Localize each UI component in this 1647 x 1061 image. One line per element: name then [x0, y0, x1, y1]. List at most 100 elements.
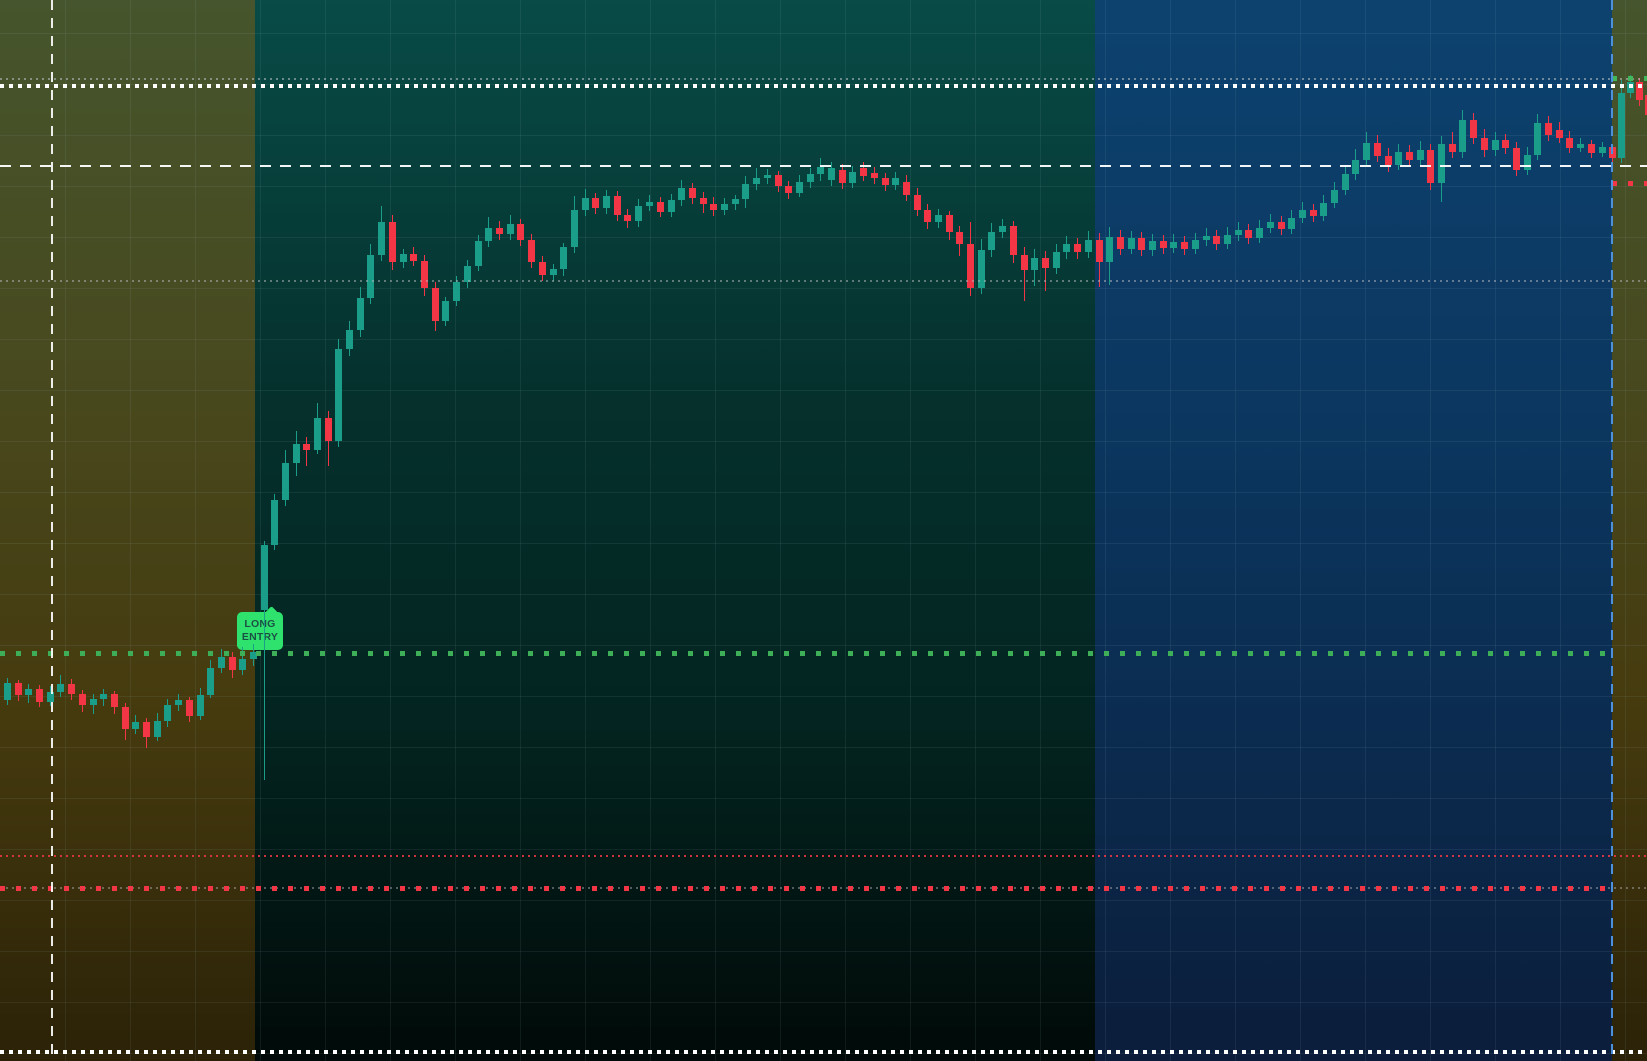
candle — [303, 444, 310, 450]
candle — [700, 198, 707, 204]
long-entry-line1: LONG — [244, 618, 276, 631]
candle — [154, 721, 161, 737]
candle — [36, 689, 43, 702]
gridline-vertical — [910, 0, 911, 1061]
gridline-horizontal — [0, 237, 1647, 238]
candle — [400, 254, 407, 262]
candle — [1267, 222, 1274, 228]
gridline-horizontal — [0, 696, 1647, 697]
candle — [924, 210, 931, 222]
candle — [1449, 144, 1456, 152]
gridline-vertical — [1170, 0, 1171, 1061]
white-dashed-vline[interactable] — [51, 0, 53, 1061]
candle — [528, 240, 535, 262]
candle — [914, 195, 921, 210]
candle — [47, 692, 54, 702]
gridline-horizontal — [0, 186, 1647, 187]
candle — [1096, 240, 1103, 262]
upper-bold-white-dotted-line[interactable] — [0, 84, 1647, 88]
candle — [871, 173, 878, 178]
candle — [1492, 140, 1499, 150]
candle — [817, 167, 824, 174]
candle — [1256, 228, 1263, 238]
gridline-vertical — [130, 0, 131, 1061]
gridline-vertical — [1300, 0, 1301, 1061]
candle — [1556, 130, 1563, 138]
teal-session-zone — [255, 0, 1095, 1061]
candle — [1524, 155, 1531, 170]
candle — [1310, 210, 1317, 216]
candle — [111, 694, 118, 707]
mid-minor-gray-dotted-line[interactable] — [0, 280, 1647, 282]
candle-wick — [1044, 251, 1047, 291]
candle — [1459, 120, 1466, 152]
gridline-vertical — [195, 0, 196, 1061]
right-olive-session-zone — [1612, 0, 1647, 1061]
candle — [785, 186, 792, 193]
candle — [1342, 174, 1349, 190]
gridline-vertical — [520, 0, 521, 1061]
candle — [100, 694, 107, 699]
candle — [796, 182, 803, 193]
candle — [775, 175, 782, 186]
candle — [903, 182, 910, 195]
lower-red-dotted-thin-line[interactable] — [0, 855, 1647, 857]
white-dashed-level-line[interactable] — [0, 165, 1647, 167]
gridline-horizontal — [0, 849, 1647, 850]
bottom-bold-white-dotted-line[interactable] — [0, 1050, 1647, 1054]
candle — [507, 224, 514, 234]
candle — [164, 705, 171, 721]
blue-dashed-vline[interactable] — [1611, 0, 1613, 1061]
candle — [1010, 226, 1017, 255]
candle — [1203, 236, 1210, 240]
candle — [689, 188, 696, 198]
candle — [571, 210, 578, 247]
candle — [4, 683, 11, 700]
candle — [357, 298, 364, 330]
candle — [764, 175, 771, 178]
gridline-vertical — [780, 0, 781, 1061]
upper-minor-gray-dotted-line[interactable] — [0, 78, 1647, 80]
candle — [1577, 144, 1584, 148]
candle — [1645, 95, 1647, 115]
candle — [635, 206, 642, 221]
candle — [1160, 241, 1167, 248]
candle — [849, 172, 856, 183]
candle — [314, 418, 321, 450]
candle-wick — [1023, 247, 1026, 301]
entry-green-dotted-line[interactable] — [0, 650, 1612, 656]
candle — [432, 288, 439, 321]
candle — [1278, 222, 1285, 229]
gridline-horizontal — [0, 288, 1647, 289]
candle — [624, 215, 631, 221]
candle — [175, 700, 182, 705]
candle — [1192, 240, 1199, 249]
long-entry-marker[interactable]: LONG ENTRY — [237, 606, 283, 650]
candle — [860, 168, 867, 176]
candle — [239, 659, 246, 670]
blue-session-zone — [1095, 0, 1612, 1061]
candle — [1545, 123, 1552, 135]
gridline-horizontal — [0, 339, 1647, 340]
gridline-horizontal — [0, 645, 1647, 646]
new-tp-green-squares-line[interactable] — [1612, 75, 1647, 81]
candle — [999, 226, 1006, 232]
gridline-vertical — [650, 0, 651, 1061]
gridline-vertical — [585, 0, 586, 1061]
new-sl-red-squares-line[interactable] — [1612, 180, 1647, 186]
gridline-vertical — [1235, 0, 1236, 1061]
candle — [828, 168, 835, 180]
candle — [335, 349, 342, 441]
candle — [1374, 143, 1381, 156]
gridline-vertical — [455, 0, 456, 1061]
gridline-vertical — [65, 0, 66, 1061]
candle — [207, 668, 214, 695]
candle — [421, 261, 428, 288]
candle — [882, 178, 889, 185]
gridline-vertical — [1495, 0, 1496, 1061]
candle — [1618, 93, 1625, 158]
stop-red-squares-line[interactable] — [0, 885, 1612, 891]
candle — [1053, 252, 1060, 268]
